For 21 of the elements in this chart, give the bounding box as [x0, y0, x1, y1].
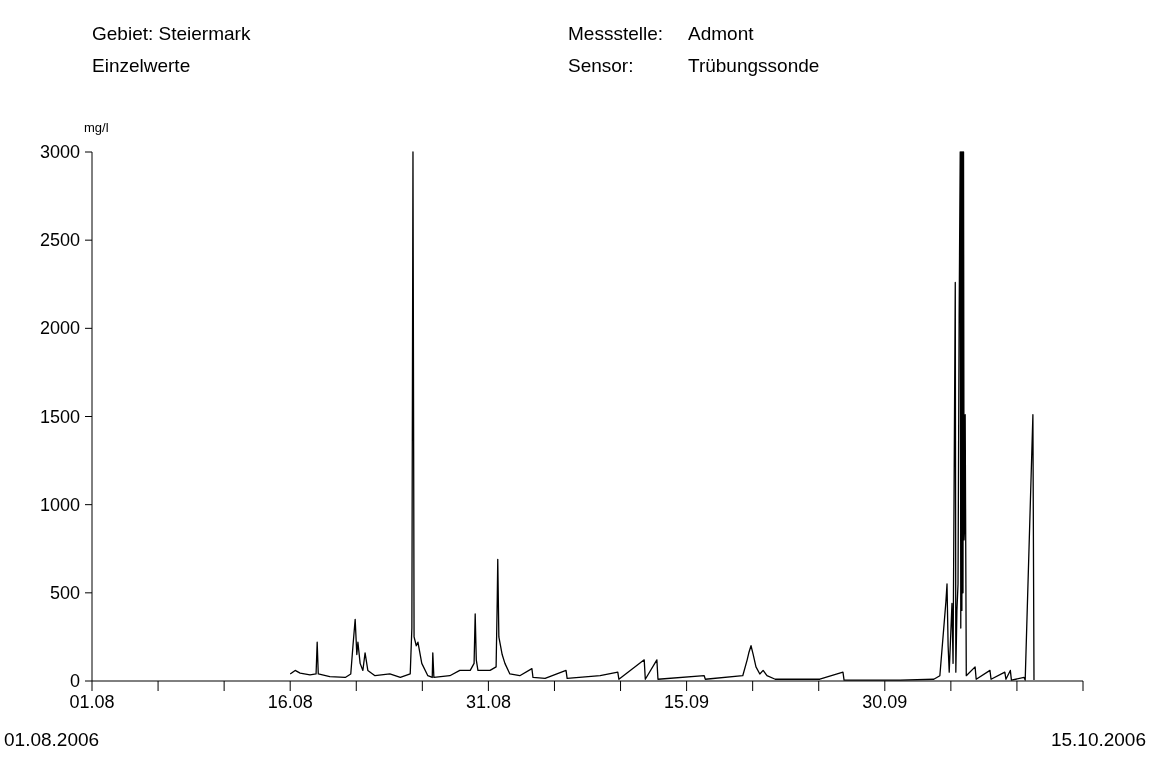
y-tick-label: 1000 [39, 494, 80, 515]
y-tick-label: 500 [49, 582, 80, 603]
x-tick-label: 30.09 [862, 692, 908, 712]
text: Sensor: [568, 55, 634, 76]
x-tick-label: 16.08 [267, 692, 313, 712]
y-tick-label: 0 [69, 671, 80, 691]
text: 01.08.2006 [4, 729, 100, 750]
text: Einzelwerte [92, 55, 191, 76]
text: Admont [688, 23, 755, 44]
x-tick-label: 15.09 [664, 692, 710, 712]
y-tick-label: 2000 [39, 318, 80, 339]
text: Trübungssonde [688, 55, 820, 76]
y-tick-label: 3000 [39, 142, 80, 162]
y-tick-label: 2500 [39, 230, 80, 251]
x-tick-label: 31.08 [465, 692, 511, 712]
y-axis-title: mg/l [84, 120, 109, 135]
y-tick-label: 1500 [39, 406, 80, 427]
text: Gebiet: Steiermark [92, 23, 251, 44]
x-tick-label: 01.08 [69, 692, 115, 712]
text: Messstelle: [568, 23, 664, 44]
text: 15.10.2006 [1050, 729, 1146, 750]
